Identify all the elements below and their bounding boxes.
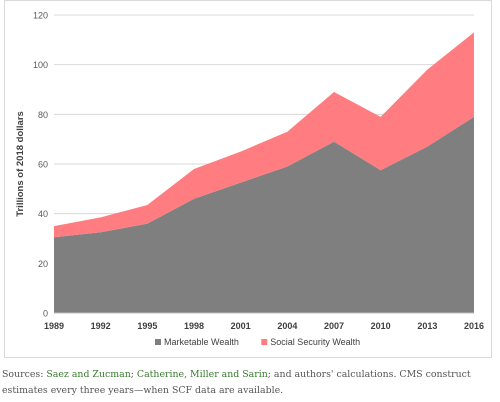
x-tick-label-2004: 2004 xyxy=(277,321,297,331)
area-marketable-wealth xyxy=(54,116,474,313)
chart-frame: 0 20 40 60 80 100 120 1989 1992 1995 1998 2001 2004 2… xyxy=(4,0,492,358)
y-tick-label-0: 0 xyxy=(43,309,48,319)
x-tick-label-1989: 1989 xyxy=(44,321,64,331)
chart-legend: Marketable Wealth Social Security Wealth xyxy=(155,337,360,347)
y-tick-label-60: 60 xyxy=(38,160,48,170)
area-social-security-wealth xyxy=(54,32,474,238)
y-tick-label-80: 80 xyxy=(38,110,48,120)
x-tick-label-2013: 2013 xyxy=(417,321,437,331)
x-tick-label-1998: 1998 xyxy=(184,321,204,331)
source-link-catherine-miller-sarin[interactable]: Catherine, Miller and Sarin xyxy=(136,369,268,380)
y-tick-label-20: 20 xyxy=(38,259,48,269)
y-axis-label: Trillions of 2018 dollars xyxy=(15,111,26,217)
legend-label-marketable-wealth: Marketable Wealth xyxy=(164,337,239,347)
x-tick-label-1995: 1995 xyxy=(137,321,157,331)
x-tick-label-2007: 2007 xyxy=(324,321,344,331)
x-tick-label-2010: 2010 xyxy=(371,321,391,331)
sources-caption: Sources: Saez and Zucman; Catherine, Mil… xyxy=(2,367,492,399)
x-tick-label-1992: 1992 xyxy=(91,321,111,331)
y-tick-label-100: 100 xyxy=(33,60,48,70)
legend-swatch-social-security-wealth xyxy=(261,339,268,345)
y-tick-label-40: 40 xyxy=(38,209,48,219)
source-link-saez-zucman[interactable]: Saez and Zucman xyxy=(46,369,131,380)
x-tick-label-2001: 2001 xyxy=(231,321,251,331)
stacked-area-chart: 0 20 40 60 80 100 120 1989 1992 1995 1998 2001 2004 2… xyxy=(15,11,484,348)
caption-separator: ; xyxy=(130,369,137,380)
y-tick-label-120: 120 xyxy=(33,11,48,21)
legend-swatch-marketable-wealth xyxy=(155,339,161,345)
legend-label-social-security-wealth: Social Security Wealth xyxy=(270,337,360,347)
caption-prefix: Sources: xyxy=(2,369,47,380)
caption-suffix: ; and authors' calculations. CMS constru… xyxy=(2,369,471,396)
x-tick-label-2016: 2016 xyxy=(464,321,484,331)
